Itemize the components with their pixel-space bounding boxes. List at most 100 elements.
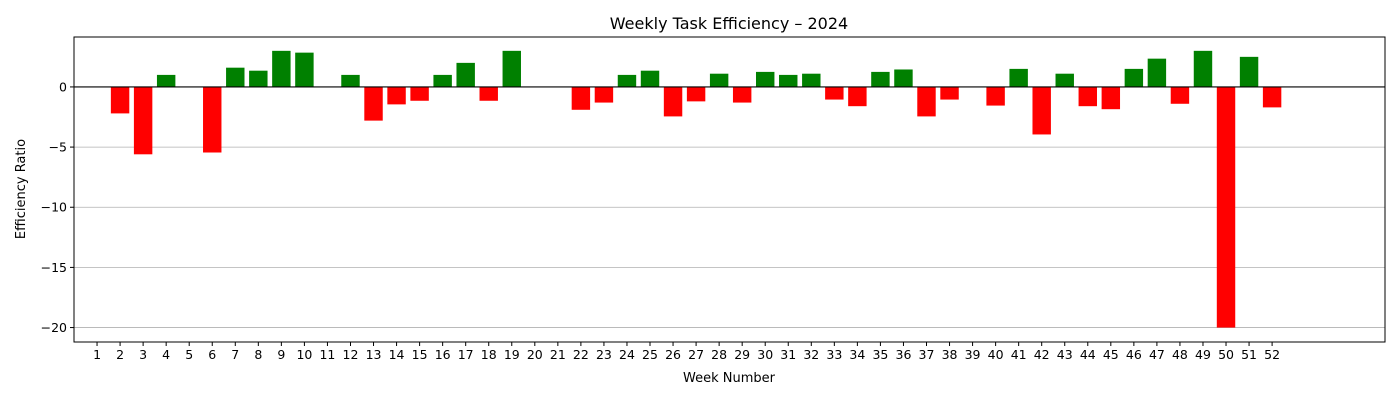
bar-week-34 [848,86,867,107]
bar-week-47 [1147,58,1167,87]
bar-week-48 [1170,86,1190,104]
bar-week-16 [433,74,452,87]
bar-week-15 [410,86,429,101]
x-tick-label: 24 [619,347,635,362]
x-tick-label: 16 [435,347,451,362]
bar-week-44 [1078,86,1097,107]
x-axis-label: Week Number [683,371,776,386]
x-tick-label: 14 [389,347,405,362]
bar-week-3 [133,86,153,155]
bar-week-23 [594,86,614,103]
bar-week-43 [1055,73,1074,87]
x-tick-label: 20 [527,347,543,362]
x-tick-label: 21 [550,347,566,362]
x-tick-label: 35 [872,347,888,362]
bar-week-50 [1216,86,1236,328]
x-tick-label: 8 [254,347,262,362]
bar-week-38 [940,86,959,100]
y-axis-ticks: 0 −5 −10 −15 −20 [41,79,74,335]
x-tick-label: 40 [988,347,1004,362]
x-tick-label: 39 [965,347,981,362]
y-tick-label: −5 [49,140,67,155]
x-tick-label: 33 [826,347,842,362]
y-gridlines [74,86,1385,328]
bar-week-45 [1101,86,1121,110]
bar-week-46 [1124,68,1144,87]
plot-frame [73,36,1386,343]
x-tick-label: 41 [1011,347,1027,362]
bar-week-30 [755,71,775,87]
x-tick-label: 7 [231,347,239,362]
x-tick-label: 17 [458,347,474,362]
bar-week-17 [456,62,475,87]
bar-week-6 [203,86,222,153]
x-tick-label: 50 [1218,347,1234,362]
bar-week-24 [617,74,637,87]
x-tick-label: 4 [162,347,170,362]
bar-week-31 [779,74,798,87]
x-tick-label: 47 [1149,347,1165,362]
x-tick-label: 13 [366,347,382,362]
x-tick-label: 46 [1126,347,1142,362]
x-tick-label: 29 [734,347,750,362]
x-tick-label: 34 [849,347,865,362]
y-tick-label: −20 [41,320,67,335]
x-tick-label: 23 [596,347,612,362]
x-tick-label: 30 [757,347,773,362]
x-tick-label: 45 [1103,347,1119,362]
x-tick-label: 27 [688,347,704,362]
x-tick-label: 10 [296,347,312,362]
x-tick-label: 28 [711,347,727,362]
bar-week-14 [387,86,406,105]
bar-week-52 [1262,86,1282,108]
bar-week-49 [1193,50,1213,87]
x-tick-label: 18 [481,347,497,362]
bar-week-4 [156,74,176,87]
x-tick-label: 31 [780,347,796,362]
bar-week-22 [571,86,591,110]
bars [110,50,1282,328]
x-tick-label: 2 [116,347,124,362]
x-axis-ticks: 1 2 3 4 5 6 7 8 9 10 11 12 13 14 15 16 17 18 19 20 21 22 23 24 2… [93,342,1280,362]
x-tick-label: 1 [93,347,101,362]
x-tick-label: 37 [919,347,935,362]
x-tick-label: 43 [1057,347,1073,362]
x-tick-label: 9 [277,347,285,362]
x-tick-label: 11 [319,347,335,362]
x-tick-label: 19 [504,347,520,362]
bar-week-33 [825,86,844,100]
bar-week-19 [502,50,521,87]
bar-week-2 [110,86,130,114]
bar-week-29 [732,86,752,103]
bar-week-37 [917,86,936,117]
x-tick-label: 44 [1080,347,1096,362]
bar-week-41 [1009,68,1028,87]
x-tick-label: 36 [896,347,912,362]
x-tick-label: 48 [1172,347,1188,362]
bar-week-35 [871,71,890,87]
bar-week-13 [364,86,383,121]
x-tick-label: 51 [1241,347,1257,362]
x-tick-label: 3 [139,347,147,362]
bar-week-25 [640,70,660,87]
x-tick-label: 5 [185,347,193,362]
y-tick-label: 0 [59,79,67,94]
x-tick-label: 38 [942,347,958,362]
bar-week-40 [986,86,1005,106]
y-axis-label: Efficiency Ratio [14,139,29,239]
x-tick-label: 52 [1264,347,1280,362]
x-tick-label: 26 [665,347,681,362]
x-tick-label: 6 [208,347,216,362]
y-tick-label: −15 [41,260,67,275]
x-tick-label: 12 [343,347,359,362]
bar-week-8 [249,70,268,87]
x-tick-label: 49 [1195,347,1211,362]
chart-title: Weekly Task Efficiency – 2024 [610,14,848,33]
x-tick-label: 25 [642,347,658,362]
x-tick-label: 15 [412,347,428,362]
bar-week-28 [709,73,729,87]
y-tick-label: −10 [41,200,67,215]
x-tick-label: 32 [803,347,819,362]
x-tick-label: 42 [1034,347,1050,362]
